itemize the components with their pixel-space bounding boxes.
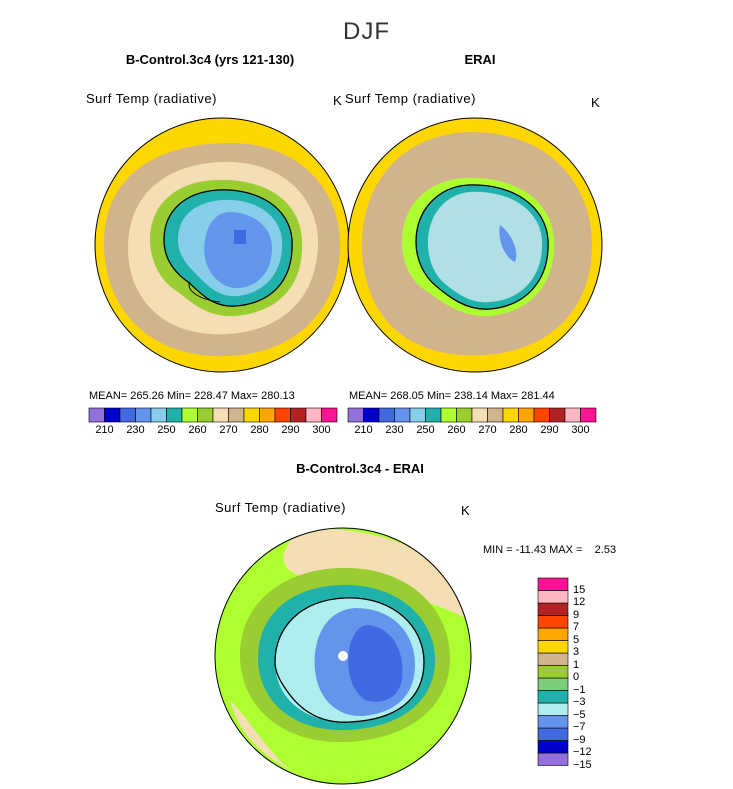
diff-panel-title: B-Control.3c4 - ERAI: [296, 461, 424, 476]
units-label-obs: K: [591, 95, 600, 110]
colorbar-swatch: [347, 407, 364, 423]
colorbar-swatch: [564, 407, 581, 423]
colorbar-tick-label: −1: [573, 683, 586, 696]
colorbar-swatch: [537, 665, 569, 679]
colorbar-tick-label: 210: [354, 424, 373, 436]
colorbar-swatch: [425, 407, 442, 423]
colorbar-swatch: [537, 652, 569, 666]
colorbar-swatch: [243, 407, 260, 423]
colorbar-tick-label: 1: [573, 658, 580, 671]
colorbar-swatch: [537, 615, 569, 629]
colorbar-swatch: [502, 407, 519, 423]
panel-title-obs: ERAI: [464, 52, 496, 67]
colorbar-swatch: [88, 407, 105, 423]
colorbar-swatch: [259, 407, 276, 423]
colorbar-tick-label: 250: [416, 424, 435, 436]
colorbar-tick-label: 260: [447, 424, 466, 436]
colorbar-swatch: [518, 407, 535, 423]
colorbar-tick-label: −3: [573, 696, 586, 708]
colorbar-swatch: [537, 640, 569, 654]
colorbar-swatch: [166, 407, 183, 423]
colorbar-swatch: [181, 407, 198, 423]
colorbar-swatch: [549, 407, 566, 423]
colorbar-tick-label: 270: [478, 424, 497, 436]
colorbar-swatch: [537, 627, 569, 641]
colorbar-swatch: [409, 407, 426, 423]
colorbar-swatch: [537, 602, 569, 616]
colorbar-swatch: [537, 702, 569, 716]
diff-minmax: MIN = -11.43 MAX = 2.53: [483, 544, 617, 556]
colorbar-swatch: [197, 407, 214, 423]
colorbar-swatch: [212, 407, 229, 423]
colorbar-diff: [537, 577, 569, 766]
colorbar-swatch: [378, 407, 395, 423]
colorbar-swatch: [537, 740, 569, 754]
colorbar-tick-label: 210: [95, 424, 114, 436]
colorbar-swatch: [228, 407, 245, 423]
colorbar-swatch: [321, 407, 338, 423]
stats-obs: MEAN= 268.05 Min= 238.14 Max= 281.44: [349, 390, 555, 402]
map-model: [95, 118, 349, 372]
colorbar-tick-label: 250: [157, 424, 176, 436]
colorbar-tick-label: −12: [573, 746, 592, 758]
colorbar-tick-label: 15: [573, 583, 586, 596]
colorbar-swatch: [135, 407, 152, 423]
colorbar-tick-label: −7: [573, 721, 586, 733]
colorbar-swatch: [440, 407, 457, 423]
colorbar-swatch: [537, 752, 569, 766]
colorbar-swatch: [537, 577, 569, 591]
colorbar-tick-label: 300: [312, 424, 331, 436]
panel-title-model: B-Control.3c4 (yrs 121-130): [125, 52, 295, 67]
colorbar-swatch: [305, 407, 322, 423]
colorbar-swatch: [274, 407, 291, 423]
colorbar-tick-label: 0: [573, 671, 580, 683]
colorbar-swatch: [537, 677, 569, 691]
colorbar-swatch: [150, 407, 167, 423]
season-title: DJF: [343, 18, 390, 45]
diff-variable-label: Surf Temp (radiative): [215, 500, 346, 515]
colorbar-swatch: [104, 407, 121, 423]
colorbar-swatch: [537, 715, 569, 729]
colorbar-tick-label: −5: [573, 708, 586, 721]
variable-label-model: Surf Temp (radiative): [86, 91, 217, 106]
colorbar-tick-label: 7: [573, 621, 580, 633]
colorbar-swatch: [119, 407, 136, 423]
colorbar-tick-label: 260: [188, 424, 207, 436]
colorbar-swatch: [580, 407, 597, 423]
diff-units-label: K: [461, 503, 470, 518]
colorbar-swatch: [537, 690, 569, 704]
colorbar-swatch: [290, 407, 307, 423]
colorbar-swatch: [487, 407, 504, 423]
stats-model: MEAN= 265.26 Min= 228.47 Max= 280.13: [89, 390, 295, 402]
colorbar-tick-label: 3: [573, 646, 580, 658]
colorbar-tick-label: 290: [281, 424, 300, 436]
colorbar-tick-label: 230: [126, 424, 145, 436]
colorbar-obs: [347, 407, 597, 423]
colorbar-tick-label: 290: [540, 424, 559, 436]
map-obs: [348, 118, 602, 372]
colorbar-swatch: [537, 727, 569, 741]
map-diff: [215, 528, 471, 784]
colorbar-tick-label: 270: [219, 424, 238, 436]
colorbar-tick-label: 280: [509, 424, 528, 436]
colorbar-tick-label: 280: [250, 424, 269, 436]
colorbar-model: [88, 407, 338, 423]
colorbar-tick-label: −15: [573, 758, 592, 771]
colorbar-tick-label: 9: [573, 608, 580, 621]
colorbar-swatch: [456, 407, 473, 423]
colorbar-tick-label: 230: [385, 424, 404, 436]
colorbar-swatch: [394, 407, 411, 423]
colorbar-tick-label: 300: [571, 424, 590, 436]
colorbar-tick-label: −9: [573, 733, 586, 746]
colorbar-swatch: [363, 407, 380, 423]
colorbar-tick-label: 5: [573, 633, 580, 646]
colorbar-swatch: [533, 407, 550, 423]
variable-label-obs: Surf Temp (radiative): [345, 91, 476, 106]
colorbar-swatch: [537, 590, 569, 604]
units-label-model: K: [333, 93, 342, 108]
colorbar-tick-label: 12: [573, 596, 586, 608]
colorbar-swatch: [471, 407, 488, 423]
